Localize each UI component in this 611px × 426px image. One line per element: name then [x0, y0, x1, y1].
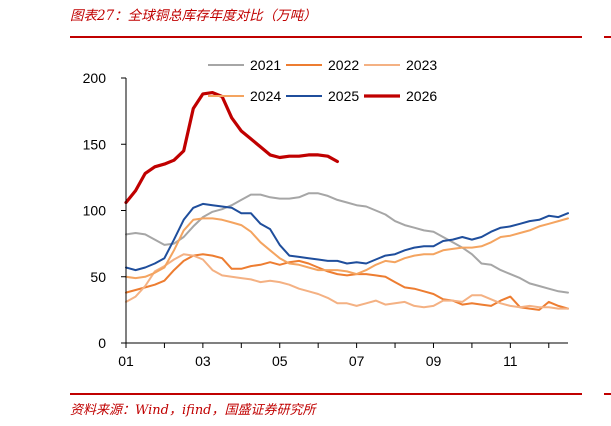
legend-label-2026: 2026 — [406, 88, 437, 104]
y-tick-label-0: 0 — [98, 335, 106, 351]
legend-label-2022: 2022 — [328, 57, 359, 73]
x-tick-label-01: 01 — [118, 353, 134, 369]
plot-lines — [124, 90, 569, 311]
series-line-2026 — [124, 90, 339, 205]
x-tick-label-03: 03 — [195, 353, 211, 369]
legend-label-2025: 2025 — [328, 88, 359, 104]
y-tick-label-150: 150 — [83, 136, 107, 152]
divider-edge-mark-bottom — [604, 393, 611, 395]
series-line-2021 — [125, 192, 569, 294]
y-tick-label-200: 200 — [83, 70, 107, 86]
series-line-2025 — [125, 202, 569, 272]
divider-edge-mark-top — [604, 36, 611, 38]
x-tick-label-05: 05 — [272, 353, 288, 369]
footer-divider — [70, 393, 582, 395]
x-tick-label-07: 07 — [349, 353, 365, 369]
x-tick-label-09: 09 — [426, 353, 442, 369]
series-line-2024 — [125, 217, 569, 280]
series-line-2023 — [125, 253, 569, 310]
legend: 2021 2022 2023 2024 2025 2026 — [208, 57, 437, 104]
series-line-2022 — [125, 253, 569, 311]
y-tick-label-50: 50 — [90, 269, 106, 285]
source-note: 资料来源：Wind，ifind，国盛证券研究所 — [70, 403, 316, 418]
title-divider — [70, 36, 582, 38]
x-tick-label-11: 11 — [503, 353, 518, 369]
axes: 0 50 100 150 200 01 03 05 07 09 11 — [83, 70, 568, 369]
legend-label-2023: 2023 — [406, 57, 437, 73]
legend-label-2021: 2021 — [250, 57, 281, 73]
chart-title: 图表27：全球铜总库存年度对比（万吨） — [70, 8, 317, 24]
y-tick-label-100: 100 — [83, 203, 107, 219]
legend-label-2024: 2024 — [250, 88, 281, 104]
